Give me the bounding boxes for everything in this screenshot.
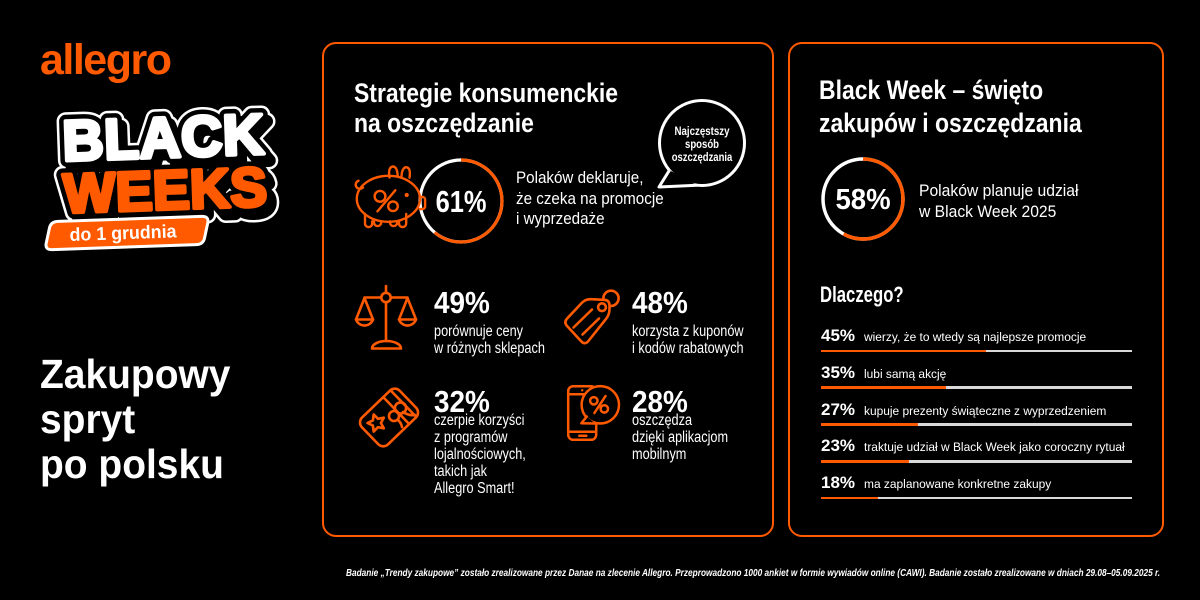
- svg-text:do 1 grudnia: do 1 grudnia: [69, 220, 177, 245]
- svg-text:oszczędzania: oszczędzania: [672, 152, 733, 164]
- svg-text:BLACK: BLACK: [67, 109, 271, 180]
- svg-text:BLACK: BLACK: [61, 103, 265, 174]
- svg-text:Najczęstszy: Najczęstszy: [675, 126, 730, 138]
- svg-text:BLACK: BLACK: [61, 103, 265, 174]
- svg-text:BLACK: BLACK: [67, 109, 271, 180]
- svg-text:WEEKS: WEEKS: [62, 156, 268, 225]
- svg-text:sposób: sposób: [685, 139, 719, 151]
